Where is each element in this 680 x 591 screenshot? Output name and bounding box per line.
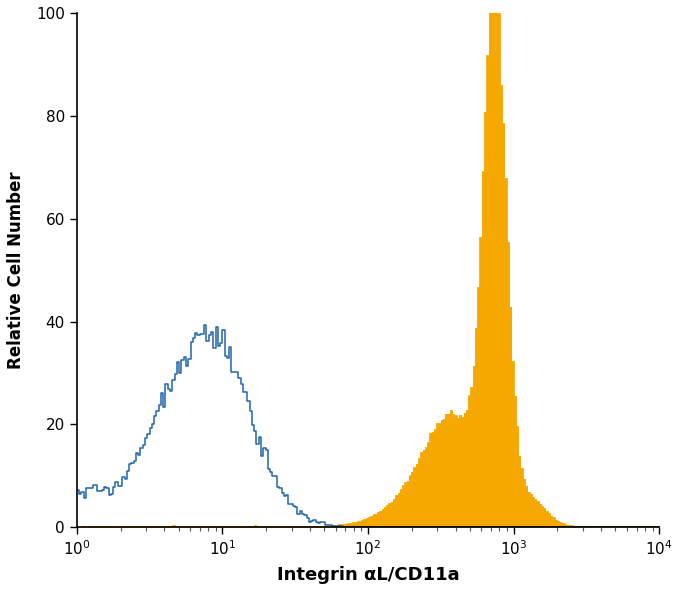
Y-axis label: Relative Cell Number: Relative Cell Number	[7, 171, 25, 369]
X-axis label: Integrin αL/CD11a: Integrin αL/CD11a	[277, 566, 459, 584]
